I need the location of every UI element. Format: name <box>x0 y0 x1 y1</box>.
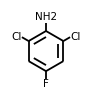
Text: NH2: NH2 <box>35 12 57 22</box>
Text: Cl: Cl <box>11 32 22 42</box>
Text: Cl: Cl <box>70 32 81 42</box>
Text: F: F <box>43 79 49 89</box>
